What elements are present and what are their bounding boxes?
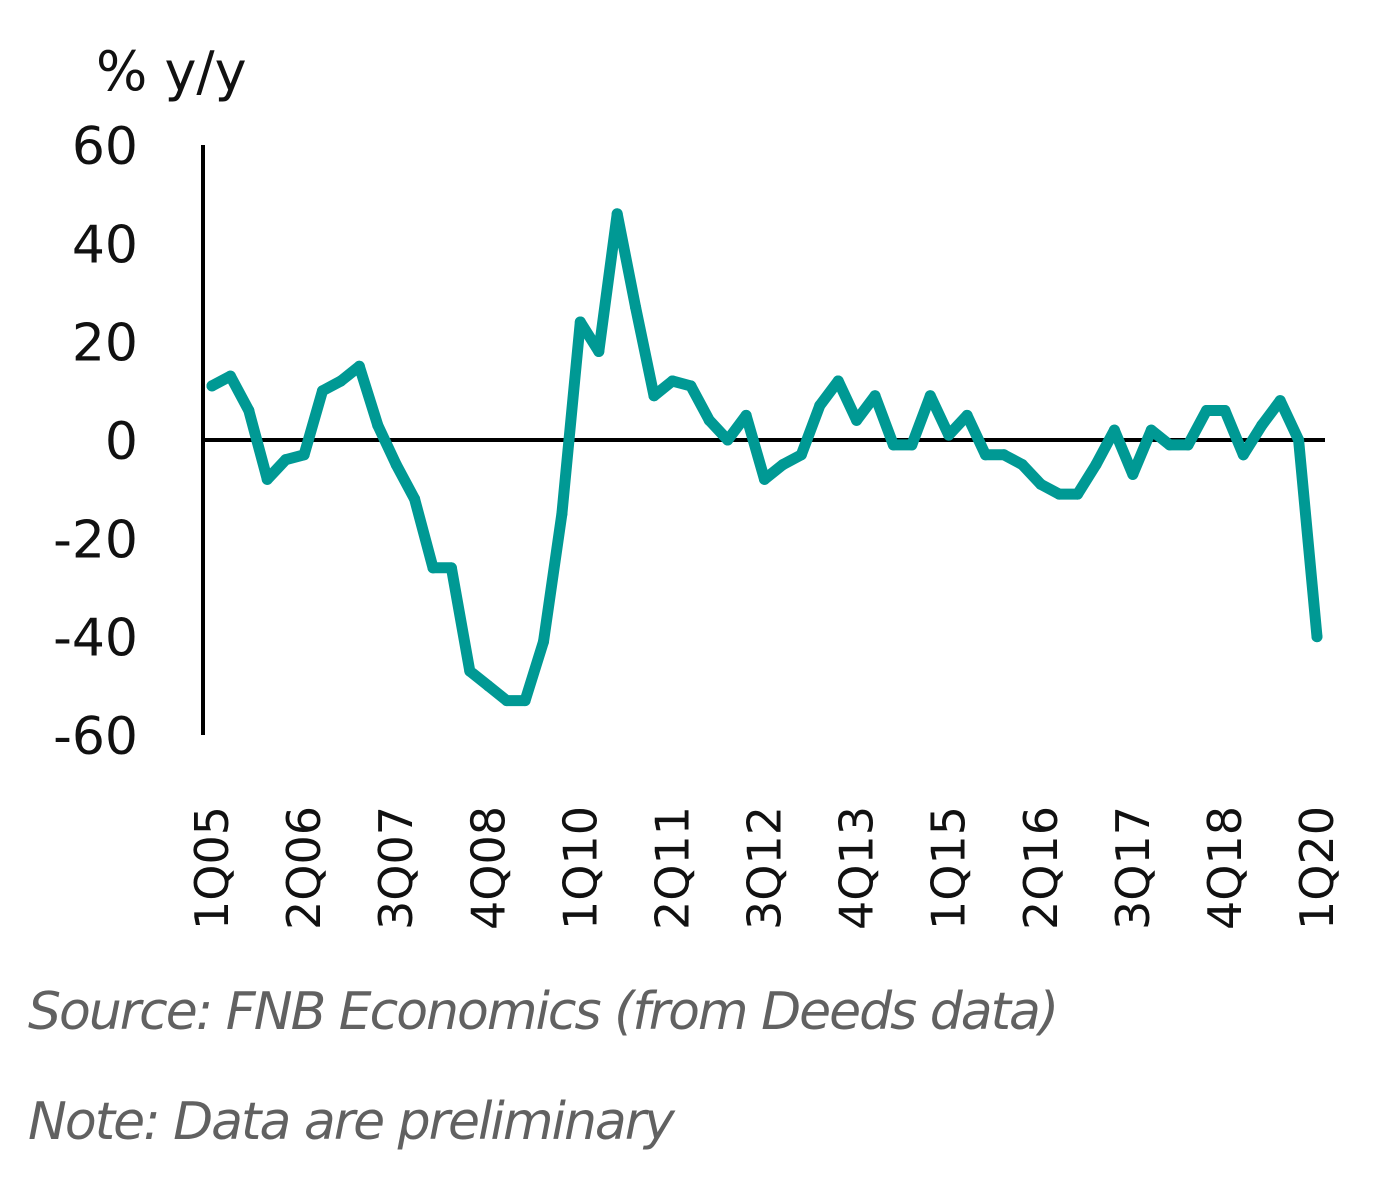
data-point-4Q06	[335, 375, 347, 387]
data-point-3Q08	[464, 665, 476, 677]
data-point-2Q12	[740, 409, 752, 421]
data-point-2Q17	[1108, 424, 1120, 436]
data-point-1Q16	[1016, 459, 1028, 471]
data-point-3Q14	[906, 439, 918, 451]
data-point-4Q17	[1145, 424, 1157, 436]
data-point-4Q16	[1072, 488, 1084, 500]
data-point-2Q13	[814, 400, 826, 412]
data-point-3Q11	[685, 380, 697, 392]
data-point-4Q14	[924, 390, 936, 402]
x-tick-label: 4Q08	[461, 806, 515, 930]
data-point-3Q18	[1201, 405, 1212, 416]
x-tick-label: 1Q20	[1290, 806, 1344, 930]
data-point-1Q06	[280, 454, 292, 466]
data-point-3Q19	[1274, 395, 1286, 407]
data-point-2Q16	[1035, 478, 1047, 490]
y-tick-label: -40	[53, 609, 138, 669]
data-point-2Q11	[666, 375, 678, 387]
data-point-1Q07	[353, 360, 365, 372]
x-tick-label: 3Q07	[369, 806, 423, 930]
data-point-4Q11	[703, 414, 715, 426]
data-point-3Q13	[832, 375, 844, 387]
x-tick-label: 2Q11	[645, 806, 699, 930]
x-tick-labels: 1Q05 2Q06 3Q07 4Q08 1Q10 2Q11 3Q12 4Q13 1Q15 2Q16…	[185, 806, 1344, 930]
data-point-3Q07	[390, 459, 402, 471]
data-point-2Q19	[1256, 419, 1268, 431]
y-tick-label: -20	[53, 510, 138, 570]
data-point-1Q12	[722, 434, 734, 446]
data-point-4Q05	[261, 473, 273, 485]
data-points	[206, 208, 1323, 707]
x-tick-label: 4Q13	[830, 806, 884, 930]
data-point-1Q05	[206, 380, 218, 392]
data-point-1Q18	[1164, 439, 1176, 451]
data-point-2Q10	[593, 346, 605, 357]
data-point-2Q06	[298, 449, 310, 461]
y-tick-label: 0	[105, 412, 138, 472]
data-point-2Q08	[445, 562, 457, 574]
data-point-1Q11	[648, 390, 660, 402]
data-point-1Q10	[574, 316, 586, 328]
data-point-4Q18	[1219, 405, 1231, 416]
data-point-3Q16	[1053, 488, 1065, 500]
data-point-4Q09	[556, 508, 568, 520]
data-point-1Q14	[869, 390, 881, 402]
data-point-1Q13	[795, 449, 807, 461]
data-point-1Q19	[1237, 449, 1249, 461]
data-point-3Q17	[1127, 468, 1139, 480]
data-point-2Q07	[372, 419, 384, 431]
data-point-3Q10	[611, 208, 623, 220]
data-point-3Q06	[317, 385, 328, 397]
preliminary-note: Note: Data are preliminary	[28, 1092, 675, 1152]
data-point-1Q20	[1311, 631, 1323, 643]
source-note: Source: FNB Economics (from Deeds data)	[28, 982, 1059, 1042]
data-point-4Q07	[409, 493, 421, 505]
y-tick-label: 20	[72, 314, 138, 374]
x-tick-label: 4Q18	[1198, 806, 1252, 930]
data-point-1Q15	[943, 429, 955, 441]
x-tick-label: 1Q15	[922, 806, 976, 930]
data-point-1Q09	[501, 695, 513, 707]
data-point-4Q08	[482, 680, 494, 692]
data-point-4Q15	[998, 449, 1010, 461]
y-axis-unit-label: % y/y	[96, 40, 247, 103]
series-line	[206, 208, 1323, 707]
data-point-1Q17	[1090, 459, 1102, 471]
y-tick-labels: 60 40 20 0 -20 -40 -60	[53, 117, 138, 767]
y-tick-label: -60	[53, 707, 138, 767]
data-point-1Q08	[427, 562, 439, 574]
x-tick-label: 2Q06	[277, 806, 331, 930]
y-tick-label: 60	[72, 117, 138, 177]
data-point-3Q15	[980, 449, 991, 461]
x-tick-label: 1Q05	[185, 806, 239, 930]
x-tick-label: 1Q10	[553, 806, 607, 930]
data-point-4Q13	[851, 414, 863, 426]
data-point-3Q05	[243, 405, 255, 416]
data-point-3Q09	[538, 636, 549, 648]
x-tick-label: 3Q17	[1106, 806, 1160, 930]
data-point-4Q19	[1293, 434, 1305, 446]
data-point-2Q05	[224, 370, 236, 382]
data-point-4Q10	[630, 301, 642, 313]
y-tick-label: 40	[72, 215, 138, 275]
x-tick-label: 2Q16	[1014, 806, 1068, 930]
data-point-2Q15	[961, 409, 973, 421]
data-point-3Q12	[759, 473, 770, 485]
x-tick-label: 3Q12	[738, 806, 792, 930]
data-point-2Q14	[887, 439, 899, 451]
data-point-2Q09	[519, 695, 531, 707]
data-point-4Q12	[777, 459, 789, 471]
data-point-2Q18	[1182, 439, 1194, 451]
